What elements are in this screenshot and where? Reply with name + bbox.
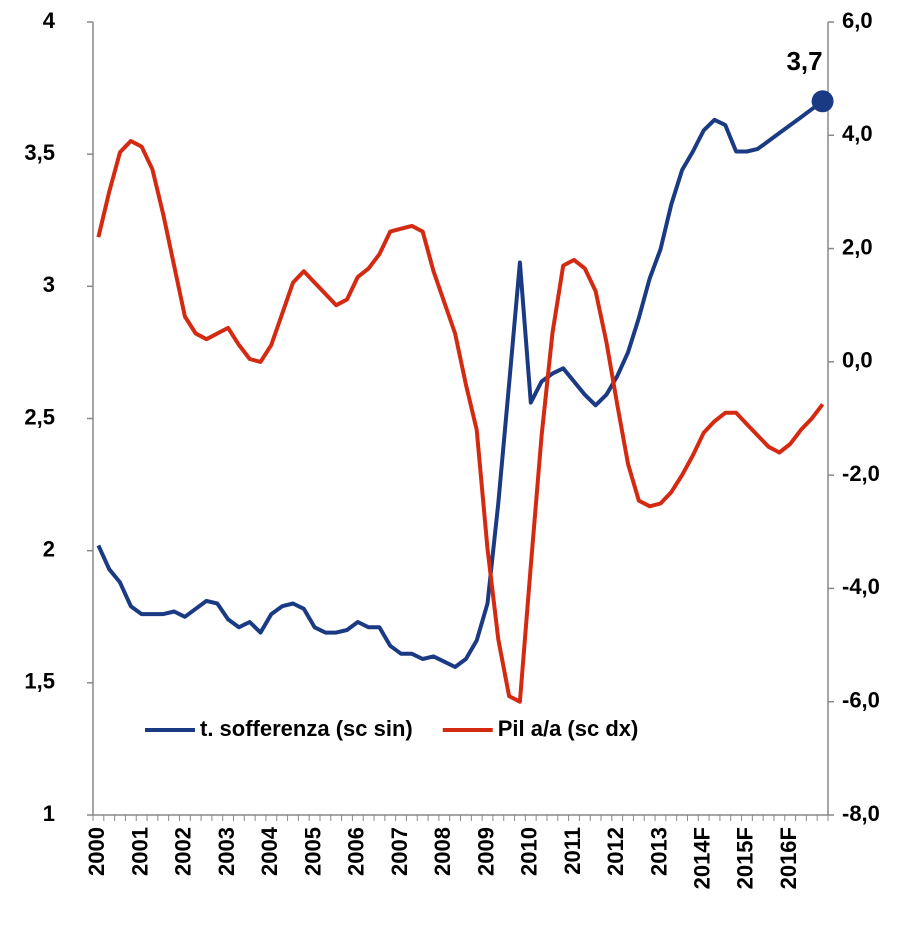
y2-tick-label: -6,0	[842, 688, 880, 713]
end-marker	[811, 90, 834, 113]
legend-label: t. sofferenza (sc sin)	[200, 716, 413, 741]
x-tick-label: 2007	[387, 827, 412, 876]
y2-tick-label: 0,0	[842, 348, 873, 373]
x-tick-label: 2010	[517, 827, 542, 876]
y-tick-label: 3	[43, 272, 55, 297]
y-tick-label: 2,5	[24, 404, 55, 429]
y2-tick-label: -4,0	[842, 574, 880, 599]
x-tick-label: 2016F	[776, 827, 801, 889]
y2-tick-label: 4,0	[842, 121, 873, 146]
x-tick-label: 2000	[84, 827, 109, 876]
y-tick-label: 2	[43, 536, 55, 561]
y-tick-label: 1,5	[24, 669, 55, 694]
x-tick-label: 2009	[473, 827, 498, 876]
x-tick-label: 2002	[171, 827, 196, 876]
y2-tick-label: -8,0	[842, 801, 880, 826]
y-tick-label: 4	[43, 8, 56, 33]
x-tick-label: 2005	[300, 827, 325, 876]
x-tick-label: 2008	[430, 827, 455, 876]
y2-tick-label: 2,0	[842, 234, 873, 259]
x-tick-label: 2003	[214, 827, 239, 876]
y-tick-label: 1	[43, 801, 55, 826]
y-tick-label: 3,5	[24, 140, 55, 165]
x-tick-label: 2011	[560, 827, 585, 875]
series-line	[96, 99, 824, 669]
x-tick-label: 2015F	[733, 827, 758, 889]
x-tick-label: 2013	[646, 827, 671, 876]
y2-tick-label: 6,0	[842, 8, 873, 33]
x-tick-label: 2014F	[690, 827, 715, 889]
x-tick-label: 2004	[257, 826, 282, 876]
series-line	[96, 139, 825, 704]
x-tick-label: 2006	[344, 827, 369, 876]
x-tick-label: 2012	[603, 827, 628, 876]
annotation: 3,7	[786, 46, 822, 76]
x-tick-label: 2001	[127, 827, 152, 876]
y2-tick-label: -2,0	[842, 461, 880, 486]
legend-label: Pil a/a (sc dx)	[498, 716, 639, 741]
